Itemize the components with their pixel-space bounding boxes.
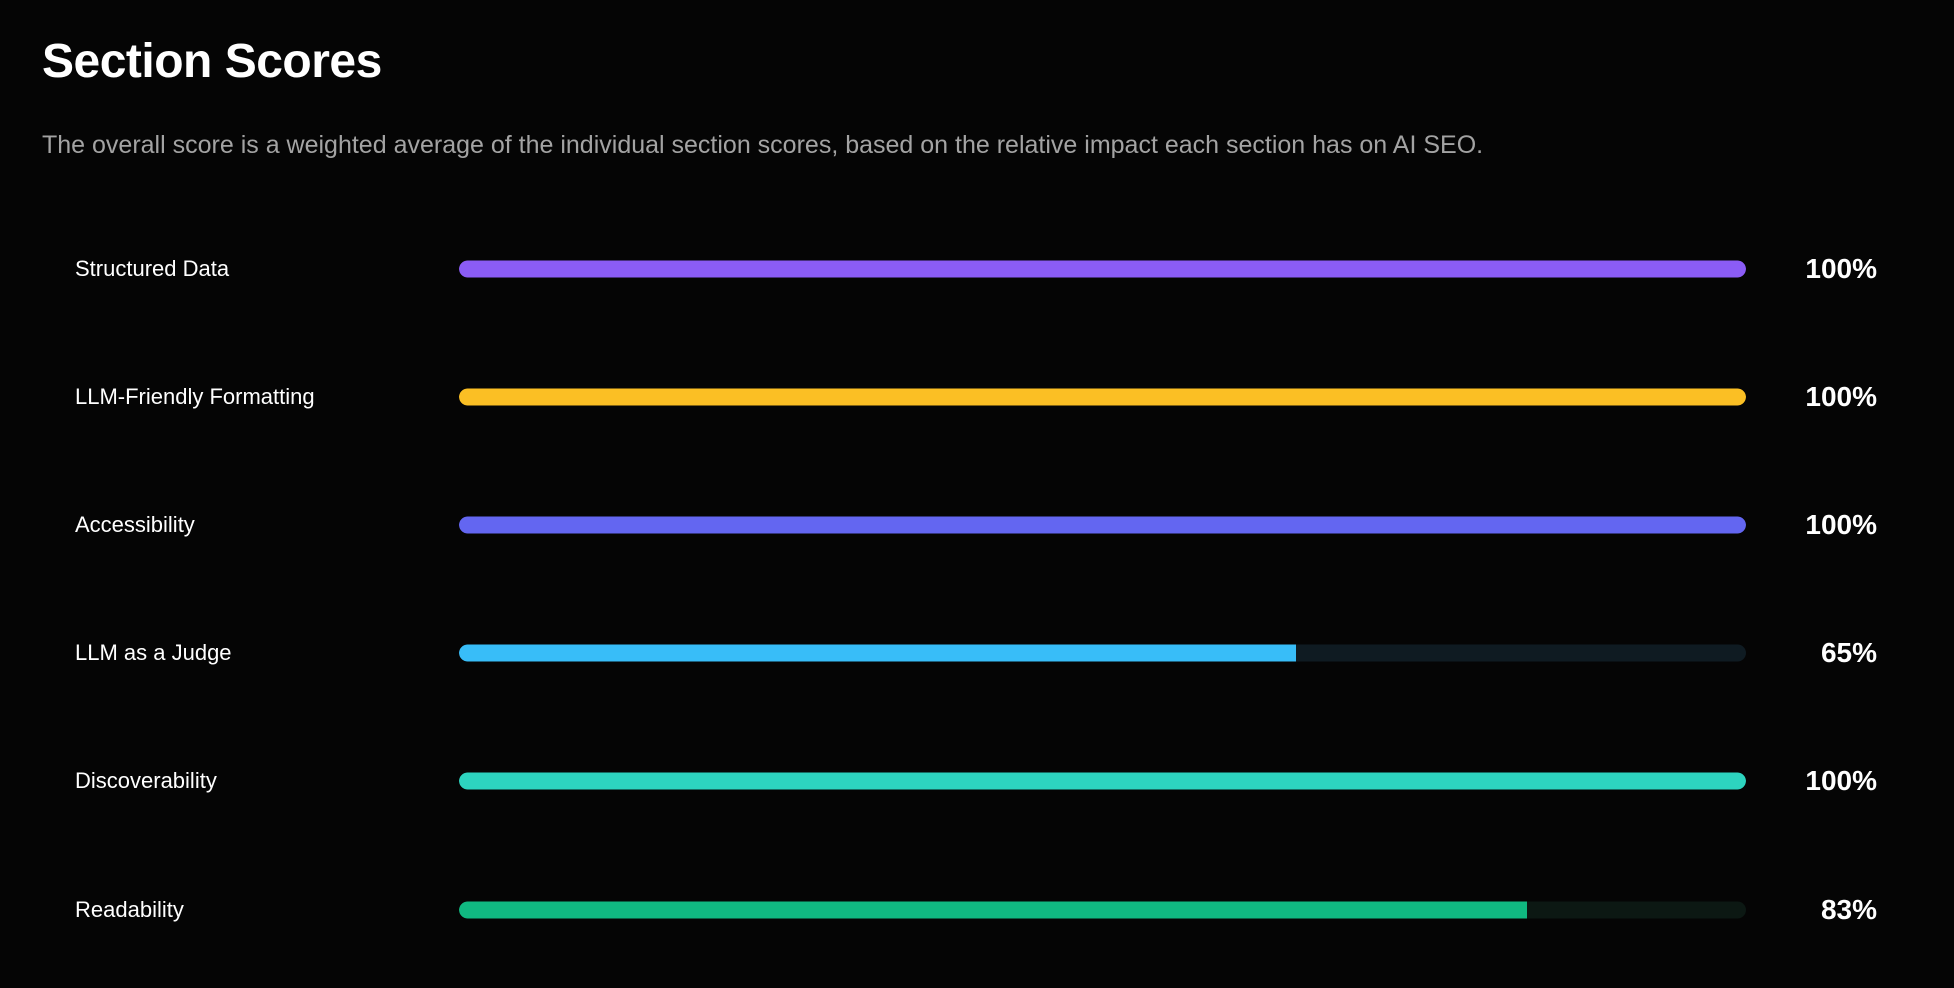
score-bar-fill <box>459 901 1528 919</box>
section-score-value: 83% <box>1820 894 1877 925</box>
section-score-row: LLM-Friendly Formatting 100% <box>0 377 1954 417</box>
section-score-row: Structured Data 100% <box>0 249 1954 289</box>
section-label: Accessibility <box>75 512 195 537</box>
score-bar-track <box>459 516 1746 534</box>
section-label: Discoverability <box>75 768 217 793</box>
score-bar-fill <box>459 644 1296 662</box>
section-score-row: LLM as a Judge 65% <box>0 633 1954 673</box>
page-title: Section Scores <box>42 35 382 88</box>
section-score-row: Accessibility 100% <box>0 505 1954 545</box>
section-score-row: Readability 83% <box>0 890 1954 930</box>
page-subtitle: The overall score is a weighted average … <box>42 131 1484 159</box>
section-score-value: 100% <box>1805 253 1877 284</box>
section-label: Readability <box>75 897 184 922</box>
section-score-value: 100% <box>1805 509 1877 540</box>
score-bar-fill <box>459 772 1746 790</box>
section-score-value: 65% <box>1820 637 1877 668</box>
score-bar-fill <box>459 388 1746 406</box>
section-label: LLM as a Judge <box>75 640 232 665</box>
score-bar-track <box>459 772 1746 790</box>
section-label: LLM-Friendly Formatting <box>75 384 315 409</box>
section-score-value: 100% <box>1805 381 1877 412</box>
score-bar-fill <box>459 516 1746 534</box>
section-score-row: Discoverability 100% <box>0 761 1954 801</box>
score-bar-track <box>459 260 1746 278</box>
section-score-value: 100% <box>1805 765 1877 796</box>
score-bar-track <box>459 901 1746 919</box>
section-label: Structured Data <box>75 256 230 281</box>
score-bar-track <box>459 644 1746 662</box>
score-bar-fill <box>459 260 1746 278</box>
score-bar-track <box>459 388 1746 406</box>
